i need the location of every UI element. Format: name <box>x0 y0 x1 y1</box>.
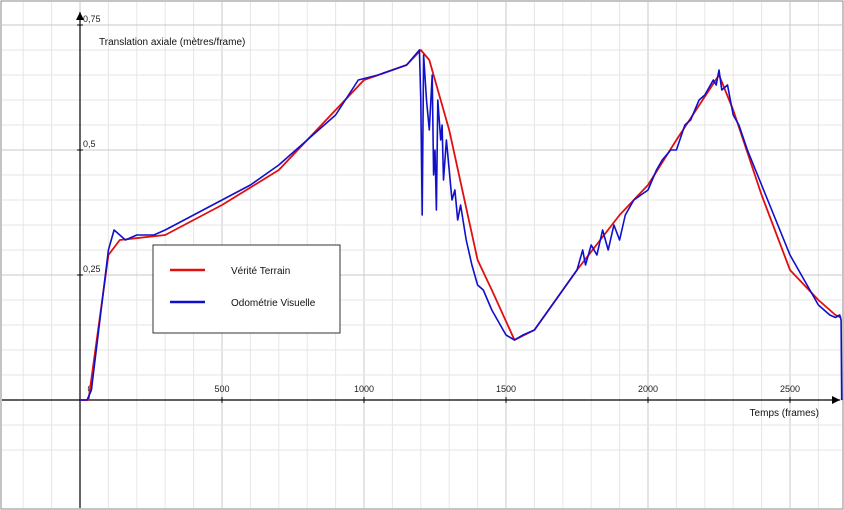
x-tick-label: 2500 <box>780 384 800 394</box>
legend: Vérité Terrain Odométrie Visuelle <box>152 244 341 334</box>
legend-label-verite-terrain: Vérité Terrain <box>231 266 290 277</box>
x-axis-arrow <box>832 396 840 404</box>
y-tick-label: 0,25 <box>83 264 101 274</box>
x-tick-label: 1500 <box>496 384 516 394</box>
x-tick-label: 1000 <box>354 384 374 394</box>
y-tick-label: 0,5 <box>83 139 96 149</box>
legend-label-odometrie-visuelle: Odométrie Visuelle <box>231 298 316 309</box>
y-axis-label: Translation axiale (mètres/frame) <box>99 37 245 48</box>
x-tick-label: 500 <box>214 384 229 394</box>
series-line-verite-terrain <box>80 49 842 401</box>
series-layer <box>80 49 843 401</box>
x-tick-label: 2000 <box>638 384 658 394</box>
series-line-odometrie-visuelle <box>80 49 843 401</box>
legend-box <box>152 244 341 334</box>
y-axis-arrow <box>76 12 84 20</box>
y-tick-label: 0,75 <box>83 14 101 24</box>
x-axis-label: Temps (frames) <box>750 408 819 419</box>
